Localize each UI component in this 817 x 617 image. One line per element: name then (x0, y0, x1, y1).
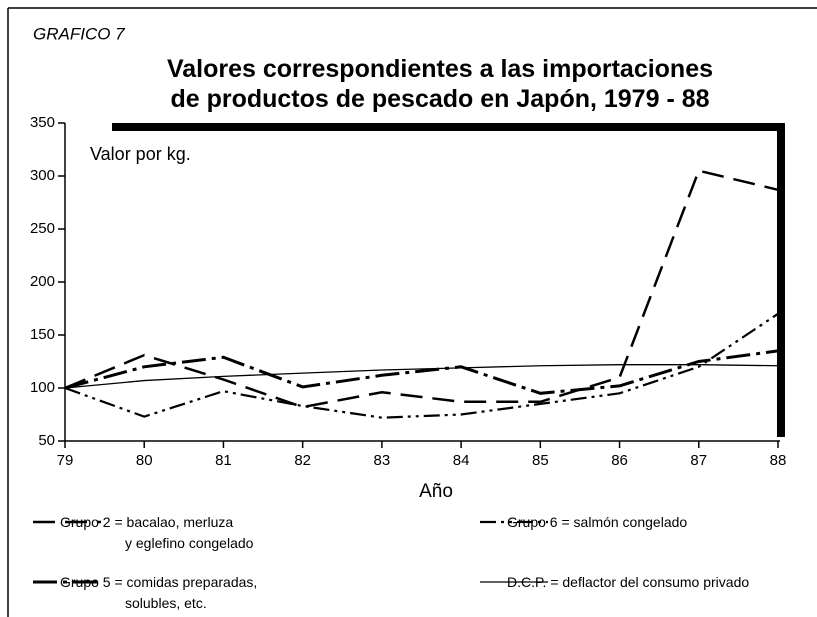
figure-label: GRAFICO 7 (33, 24, 125, 43)
x-tick-label: 85 (532, 452, 549, 469)
y-tick-label: 250 (30, 220, 55, 237)
series-line (64, 349, 779, 395)
y-tick-label: 100 (30, 379, 55, 396)
x-tick-label: 83 (374, 452, 391, 469)
series-line (64, 364, 779, 389)
y-tick-label: 50 (38, 432, 55, 449)
series-line (64, 312, 779, 419)
y-tick-label: 150 (30, 326, 55, 343)
legend-label: D.C.P. = deflactor del consumo privado (507, 574, 750, 590)
x-tick-label: 87 (690, 452, 707, 469)
series-line (64, 169, 779, 409)
legend-label: Grupo 6 = salmón congelado (507, 514, 688, 530)
y-tick-label: 200 (30, 273, 55, 290)
y-tick-label: 300 (30, 167, 55, 184)
x-tick-label: 86 (611, 452, 628, 469)
x-tick-label: 79 (57, 452, 74, 469)
legend-label: Grupo 5 = comidas preparadas, solubles, … (60, 574, 258, 611)
annotation: Valor por kg. (90, 144, 191, 164)
x-axis-label: Año (419, 481, 453, 502)
x-tick-label: 80 (136, 452, 153, 469)
y-tick-label: 350 (30, 114, 55, 131)
legend-label: Grupo 2 = bacalao, merluza y eglefino co… (60, 514, 254, 551)
chart-title: Valores correspondientes a las importaci… (167, 55, 713, 113)
x-tick-label: 88 (770, 452, 787, 469)
x-tick-label: 84 (453, 452, 470, 469)
x-tick-label: 82 (294, 452, 311, 469)
x-tick-label: 81 (215, 452, 232, 469)
